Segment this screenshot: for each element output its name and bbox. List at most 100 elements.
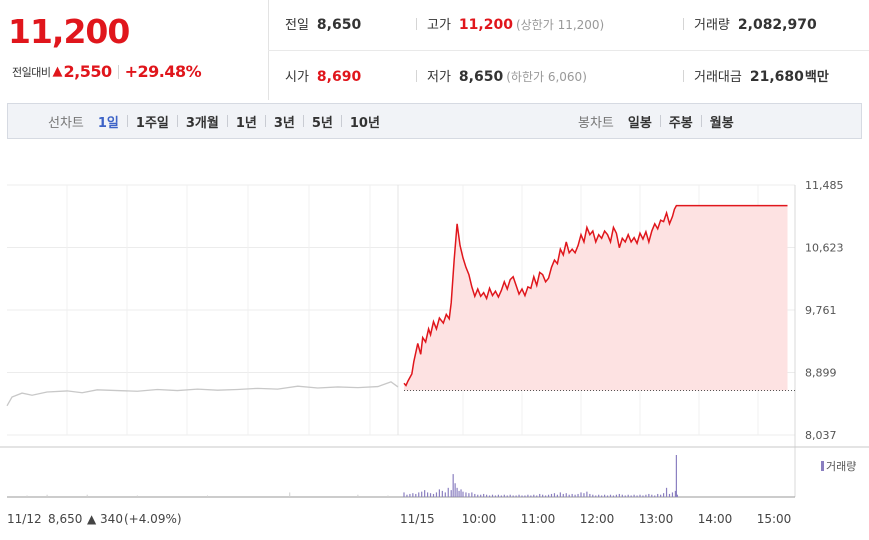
tab-weekly[interactable]: 주봉 [668, 115, 693, 131]
price-chart: 11,485 10,623 9,761 8,899 8,037 거래량 11/15 10:00… [0, 179, 869, 526]
x-tick-label: 14:00 [698, 512, 733, 526]
volume-bar [562, 493, 564, 497]
volume-bar [474, 493, 476, 497]
volume-bar [539, 493, 541, 497]
volume-bar [547, 494, 550, 497]
volume-bar [387, 495, 389, 497]
volume-bar [524, 495, 526, 497]
tab-daily[interactable]: 일봉 [627, 115, 652, 131]
stat-low: 저가 8,650 (하한가 6,060) [416, 66, 587, 85]
volume-bar [592, 494, 594, 497]
change-separator [117, 64, 119, 79]
stat-prev-close: 전일 8,650 [285, 14, 361, 33]
volume-bar [506, 495, 508, 497]
volume-bar [427, 492, 429, 497]
stat-separator [683, 69, 684, 82]
volume-bar [615, 494, 617, 497]
tab-3m[interactable]: 3개월 [185, 115, 219, 131]
tab-separator [659, 115, 661, 127]
stat-label: 거래대금 [694, 70, 742, 85]
stat-label: 고가 [427, 18, 451, 33]
volume-bar [671, 492, 674, 497]
volume-bar [491, 494, 494, 497]
volume-legend: 거래량 [826, 460, 856, 473]
stat-value: 11,200 [458, 17, 513, 33]
tab-1d[interactable]: 1일 [97, 115, 119, 131]
volume-bar [515, 495, 517, 497]
volume-bar [497, 494, 499, 497]
volume-bar [651, 494, 653, 497]
volume-bar [571, 493, 573, 497]
change-label: 전일대비 [12, 65, 51, 79]
volume-bar [403, 492, 405, 497]
current-price: 11,200 [8, 12, 130, 51]
y-tick-label: 10,623 [805, 242, 844, 255]
volume-bar [676, 494, 678, 497]
volume-bar [488, 495, 491, 497]
volume-bar [589, 493, 591, 497]
tab-separator [340, 115, 342, 127]
tab-1y[interactable]: 1년 [235, 115, 257, 131]
volume-bar [424, 490, 426, 497]
volume-bar [415, 493, 417, 497]
volume-bar [465, 492, 467, 497]
tab-1w[interactable]: 1주일 [135, 115, 169, 131]
volume-bar [432, 493, 435, 497]
stat-label: 저가 [427, 70, 451, 85]
tab-10y[interactable]: 10년 [349, 115, 380, 131]
chart-fill [404, 205, 788, 391]
tab-separator [126, 115, 128, 127]
chart-period-tabs: 선차트 1일 1주일 3개월 1년 3년 5년 10년 봉차트 일봉 주봉 월봉 [7, 103, 862, 139]
y-tick-label: 8,037 [805, 429, 837, 442]
change-value: 2,550 [63, 62, 112, 81]
volume-bar [636, 495, 638, 497]
volume-bar [568, 494, 570, 497]
header-row-divider [268, 50, 869, 51]
volume-bar [503, 494, 505, 497]
tab-3y[interactable]: 3년 [273, 115, 295, 131]
volume-bar [460, 489, 462, 497]
volume-bar [604, 494, 606, 497]
volume-bar [477, 494, 479, 497]
volume-bar [435, 492, 438, 497]
x-tick-label: 11/15 [400, 512, 435, 526]
x-tick-label: 13:00 [639, 512, 674, 526]
stat-high: 고가 11,200 (상한가 11,200) [416, 14, 604, 33]
volume-bar [630, 495, 632, 497]
volume-bar [509, 494, 511, 497]
today-price-line [403, 204, 788, 387]
x-tick-label: 15:00 [757, 512, 792, 526]
volume-bar [136, 495, 138, 497]
volume-bar [406, 494, 408, 497]
stat-value: 8,690 [316, 69, 362, 85]
volume-bar [545, 495, 547, 497]
volume-bar [609, 494, 612, 497]
stat-volume: 거래량 2,082,970 [683, 14, 817, 33]
volume-bar [533, 494, 535, 497]
volume-bar [456, 487, 458, 497]
volume-bar [586, 491, 588, 497]
tab-separator [176, 115, 178, 127]
volume-bar [627, 494, 629, 497]
volume-bar [518, 494, 520, 497]
tab-monthly[interactable]: 월봉 [709, 115, 734, 131]
stat-separator [416, 17, 417, 30]
x-tick-label: 12:00 [580, 512, 615, 526]
lower-limit-text: (하한가 6,060) [506, 70, 587, 84]
upper-limit-text: (상한가 11,200) [515, 18, 605, 32]
tab-5y[interactable]: 5년 [311, 115, 333, 131]
stat-label: 시가 [285, 70, 309, 85]
volume-bar [565, 493, 567, 497]
volume-bar [527, 494, 529, 497]
up-arrow-icon: ▲ [52, 64, 63, 79]
line-chart-label: 선차트 [48, 115, 84, 131]
candle-chart-tabs: 봉차트 일봉 주봉 월봉 [578, 104, 734, 138]
prev-day-line [6, 381, 399, 407]
prev-day-change-pct: (+4.09%) [124, 512, 182, 526]
volume-bar [624, 495, 626, 497]
prev-day-date: 11/12 [7, 512, 42, 526]
volume-bar [612, 495, 615, 497]
volume-bar [665, 487, 668, 497]
chart-labels: 11,485 10,623 9,761 8,899 8,037 거래량 11/15 10:00… [7, 179, 856, 526]
volume-bar [462, 491, 464, 497]
